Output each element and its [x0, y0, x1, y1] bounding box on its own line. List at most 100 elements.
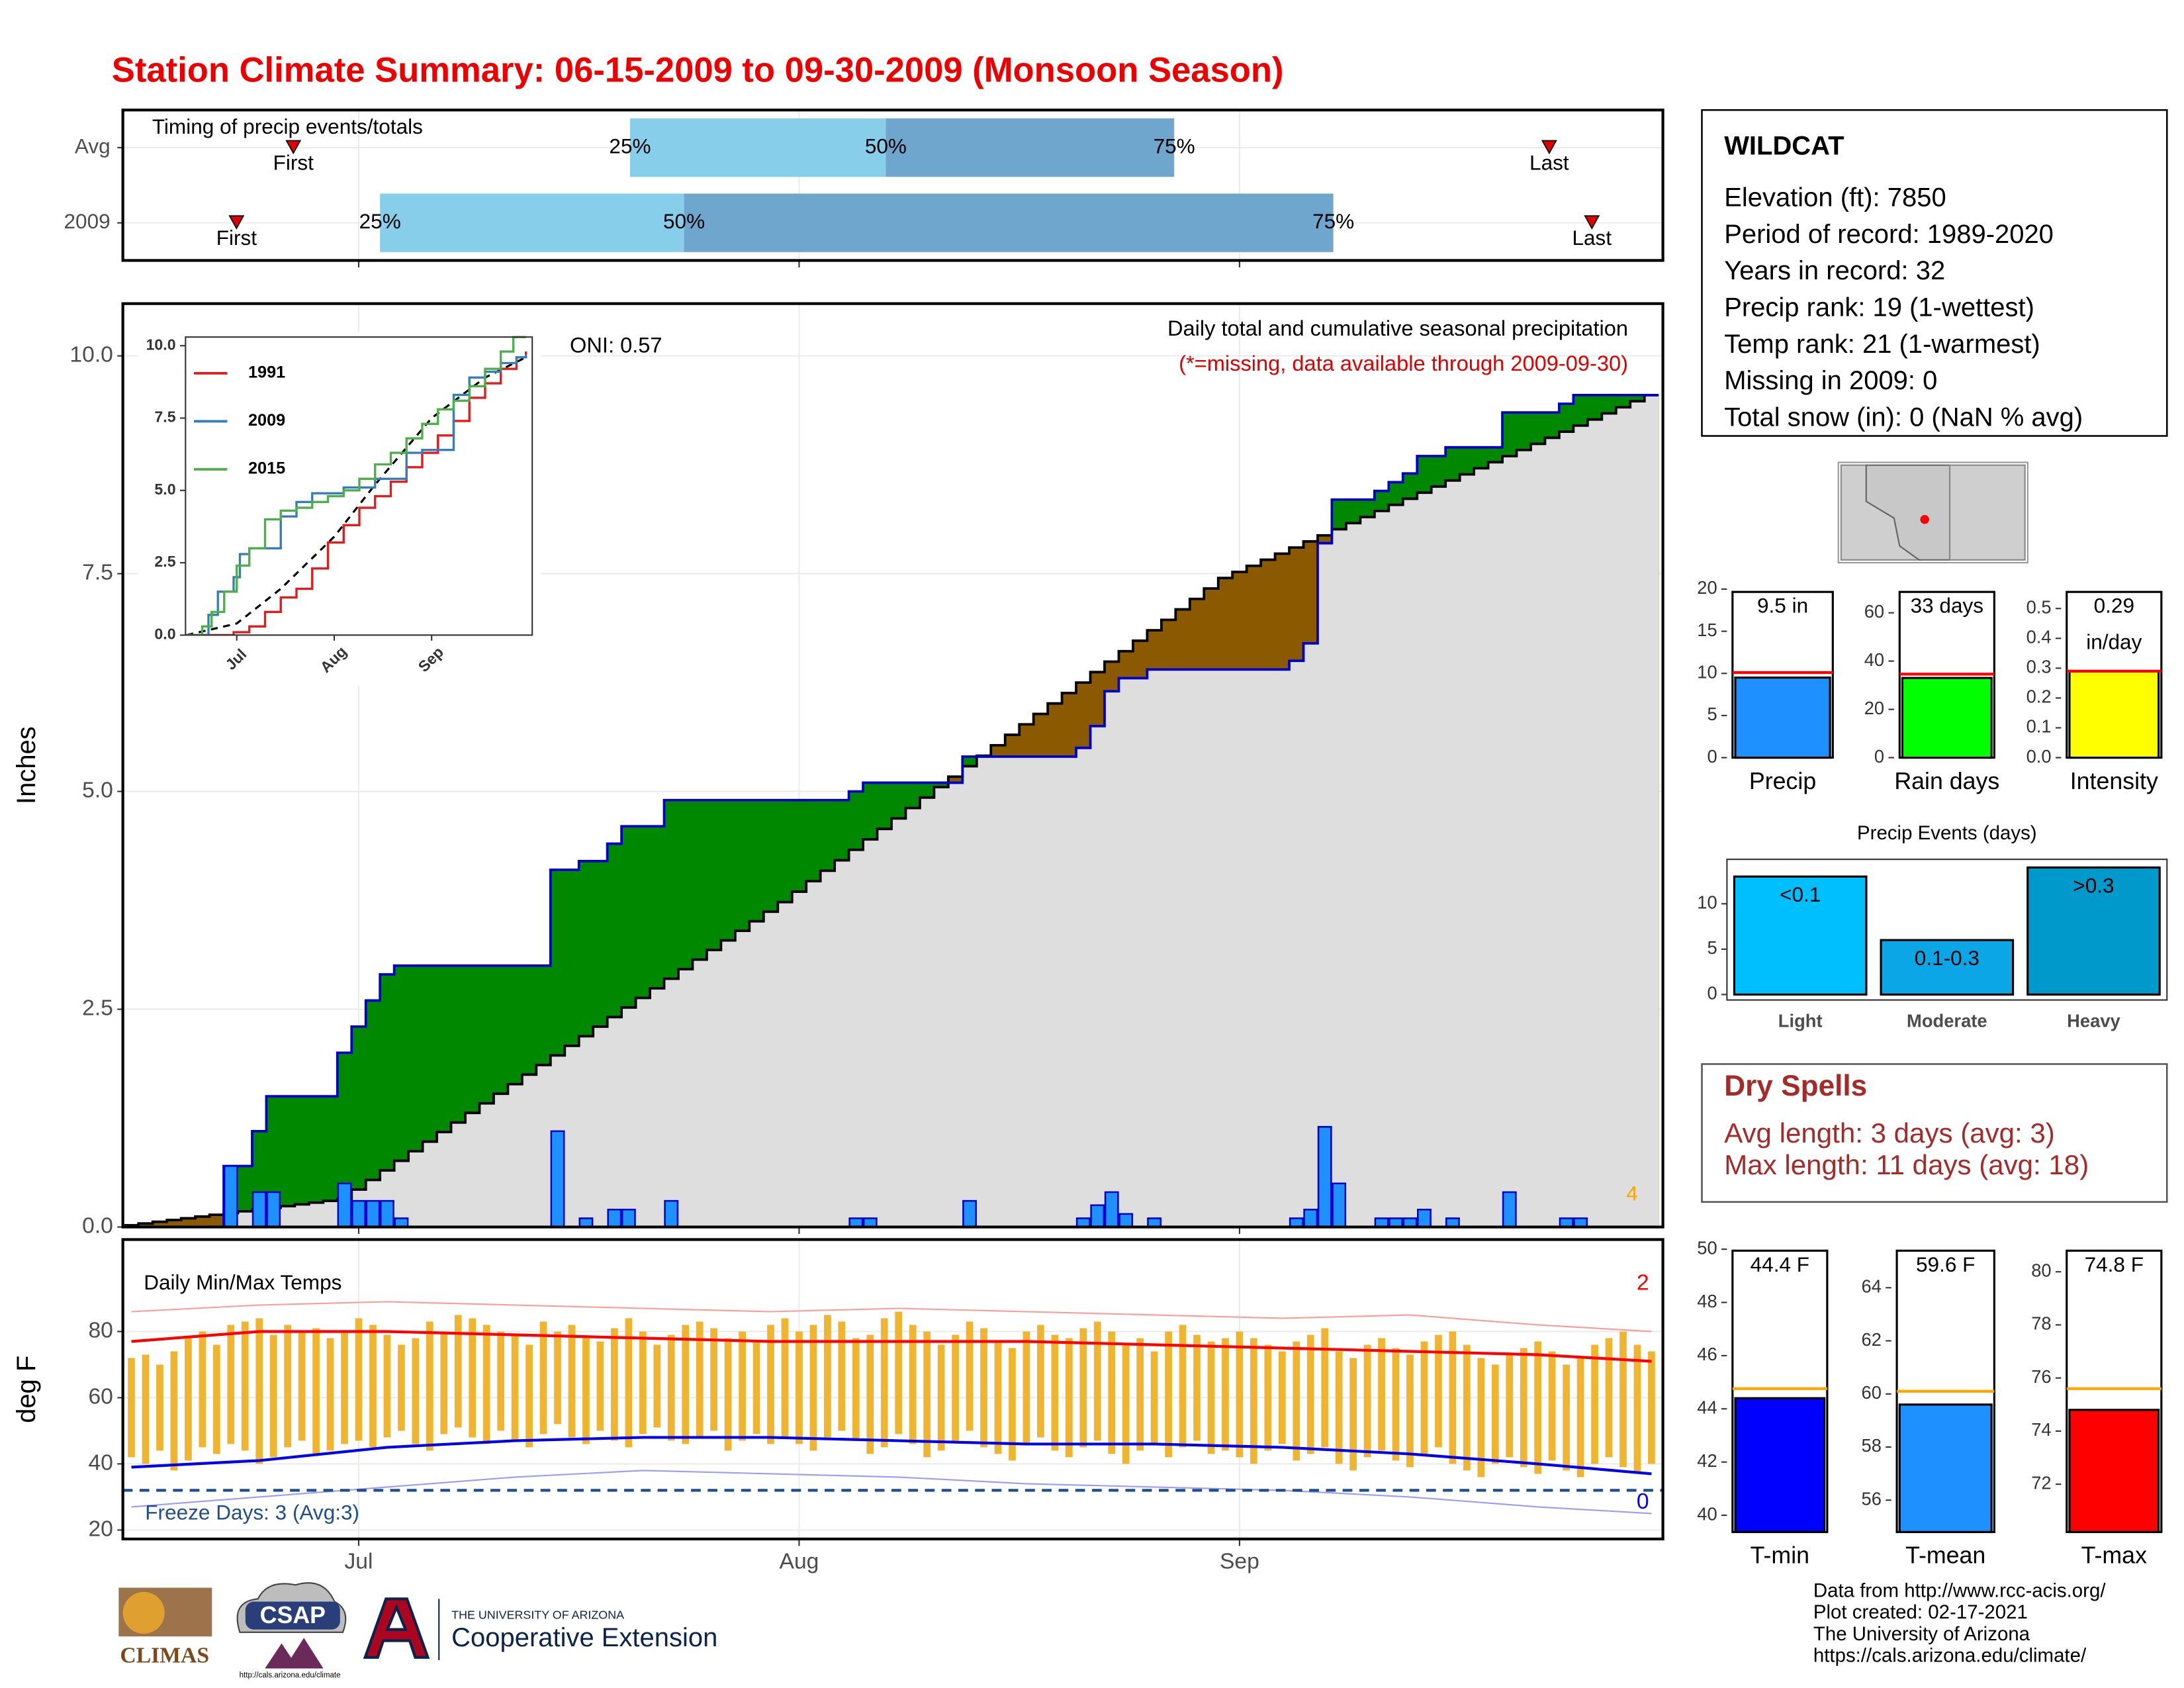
last-marker: [1584, 215, 1600, 230]
temp-range-bar: [1079, 1328, 1087, 1448]
daily-bar: [251, 1191, 267, 1228]
value-label: 0.29: [2094, 594, 2134, 618]
first-label: First: [273, 151, 314, 175]
y-tick-label: 2.5: [154, 553, 175, 570]
temp-range-bar: [838, 1321, 846, 1431]
x-tick-label: Aug: [780, 1550, 819, 1574]
temp-range-bar: [980, 1328, 987, 1448]
y-tick-label: 2.5: [82, 996, 113, 1020]
temp-line: [131, 1301, 1652, 1333]
series-line: [186, 352, 527, 635]
temp-range-bar: [1122, 1344, 1130, 1464]
ua-logo: [363, 1597, 430, 1659]
y-tick-label: 10.0: [69, 343, 113, 367]
daily-bar: [607, 1209, 622, 1228]
y-tick-label: 5.0: [82, 778, 113, 802]
temp-range-bar: [156, 1364, 163, 1451]
daily-bar: [1502, 1191, 1517, 1228]
category-label: Light: [1778, 1011, 1823, 1031]
gauge-bar: [1898, 1403, 1993, 1533]
temp-range-bar: [611, 1328, 618, 1441]
temp-range-bar: [1406, 1354, 1414, 1468]
temp-range-bar: [895, 1311, 903, 1434]
chart-header: Daily total and cumulative seasonal prec…: [1167, 316, 1628, 340]
temp-range-bar: [1619, 1331, 1627, 1468]
category-label: Heavy: [2067, 1011, 2120, 1031]
y-tick-label: 40: [1697, 1503, 1717, 1524]
temp-range-bar: [1534, 1341, 1542, 1474]
temp-range-bar: [341, 1331, 348, 1444]
temp-range-bar: [1349, 1358, 1357, 1471]
temp-range-bar: [966, 1321, 974, 1431]
chart-note: (*=missing, data available through 2009-…: [1179, 351, 1628, 375]
range-label: <0.1: [1780, 882, 1821, 906]
temp-range-bar: [739, 1331, 746, 1441]
daily-bar: [621, 1209, 636, 1228]
temp-range-bar: [880, 1318, 888, 1448]
temp-range-bar: [554, 1331, 561, 1425]
temp-range-bar: [1335, 1351, 1343, 1464]
temp-range-bar: [1207, 1341, 1215, 1454]
info-line: Total snow (in): 0 (NaN % avg): [1724, 402, 2083, 432]
temp-line: [131, 1330, 1652, 1363]
y-tick-label: 80: [88, 1318, 113, 1342]
y-tick-label: 0.0: [154, 626, 175, 643]
temp-range-bar: [298, 1331, 306, 1441]
y-tick-label: 60: [1864, 601, 1884, 622]
cumulative-line: [124, 393, 1659, 1229]
y-tick-label: 20: [88, 1517, 113, 1541]
temp-range-bar: [1633, 1344, 1641, 1474]
temp-range-bar: [170, 1351, 178, 1471]
daily-bar: [223, 1165, 238, 1228]
y-tick-label: 76: [2031, 1366, 2051, 1387]
temp-range-bar: [1293, 1341, 1300, 1461]
plot-frame: [121, 109, 1664, 262]
plot-frame: [185, 336, 533, 636]
temp-range-bar: [1023, 1331, 1030, 1444]
temp-range-bar: [482, 1325, 490, 1444]
y-tick-label: 50: [1697, 1237, 1717, 1258]
temp-range-bar: [1548, 1351, 1556, 1461]
temp-range-bar: [128, 1358, 135, 1458]
logos: CLIMAS CSAP http://cals.arizona.edu/clim…: [118, 1582, 717, 1679]
dry-spells-title: Dry Spells: [1724, 1070, 1867, 1102]
average-line: [186, 356, 527, 635]
temp-range-bar: [511, 1335, 519, 1441]
temp-range-bar: [1222, 1338, 1229, 1451]
temp-line: [131, 1470, 1652, 1515]
range-label: 0.1-0.3: [1915, 946, 1979, 970]
y-tick-label: 0.1: [2026, 716, 2052, 737]
first-marker: [285, 140, 302, 155]
y-tick-label: 80: [2031, 1260, 2051, 1280]
y-tick-label: 56: [1862, 1488, 1882, 1509]
temp-range-bar: [1321, 1328, 1329, 1448]
csap-url: http://cals.arizona.edu/climate: [240, 1671, 341, 1679]
temp-range-bar: [1051, 1335, 1059, 1451]
temp-range-bar: [1037, 1325, 1044, 1438]
temp-range-bar: [199, 1331, 206, 1448]
series-line: [186, 336, 526, 635]
temp-range-bar: [369, 1325, 377, 1448]
temp-range-bar: [1278, 1351, 1286, 1444]
temp-range-bar: [1165, 1331, 1172, 1458]
unit-label: in/day: [2086, 630, 2142, 653]
daily-bar: [1118, 1213, 1134, 1228]
y-tick-label: 72: [2031, 1472, 2051, 1493]
daily-bar: [1417, 1209, 1432, 1228]
temp-range-bar: [1250, 1338, 1257, 1464]
category-label: Moderate: [1907, 1011, 1987, 1031]
y-axis-label: Inches: [12, 726, 41, 804]
y-tick-label: 48: [1697, 1291, 1717, 1311]
credit-line: https://cals.arizona.edu/climate/: [1813, 1644, 2087, 1666]
value-label: 44.4 F: [1751, 1252, 1809, 1276]
station-name: WILDCAT: [1724, 132, 1844, 161]
ua-name: THE UNIVERSITY OF ARIZONA: [451, 1608, 624, 1621]
temp-range-bar: [1420, 1341, 1428, 1454]
temp-range-bar: [667, 1335, 675, 1441]
temp-range-bar: [383, 1335, 391, 1438]
value-label: 9.5 in: [1757, 594, 1808, 618]
y-tick-label: 62: [1862, 1329, 1882, 1350]
temp-range-bar: [469, 1318, 477, 1438]
gauge-bar: [2068, 1409, 2160, 1533]
